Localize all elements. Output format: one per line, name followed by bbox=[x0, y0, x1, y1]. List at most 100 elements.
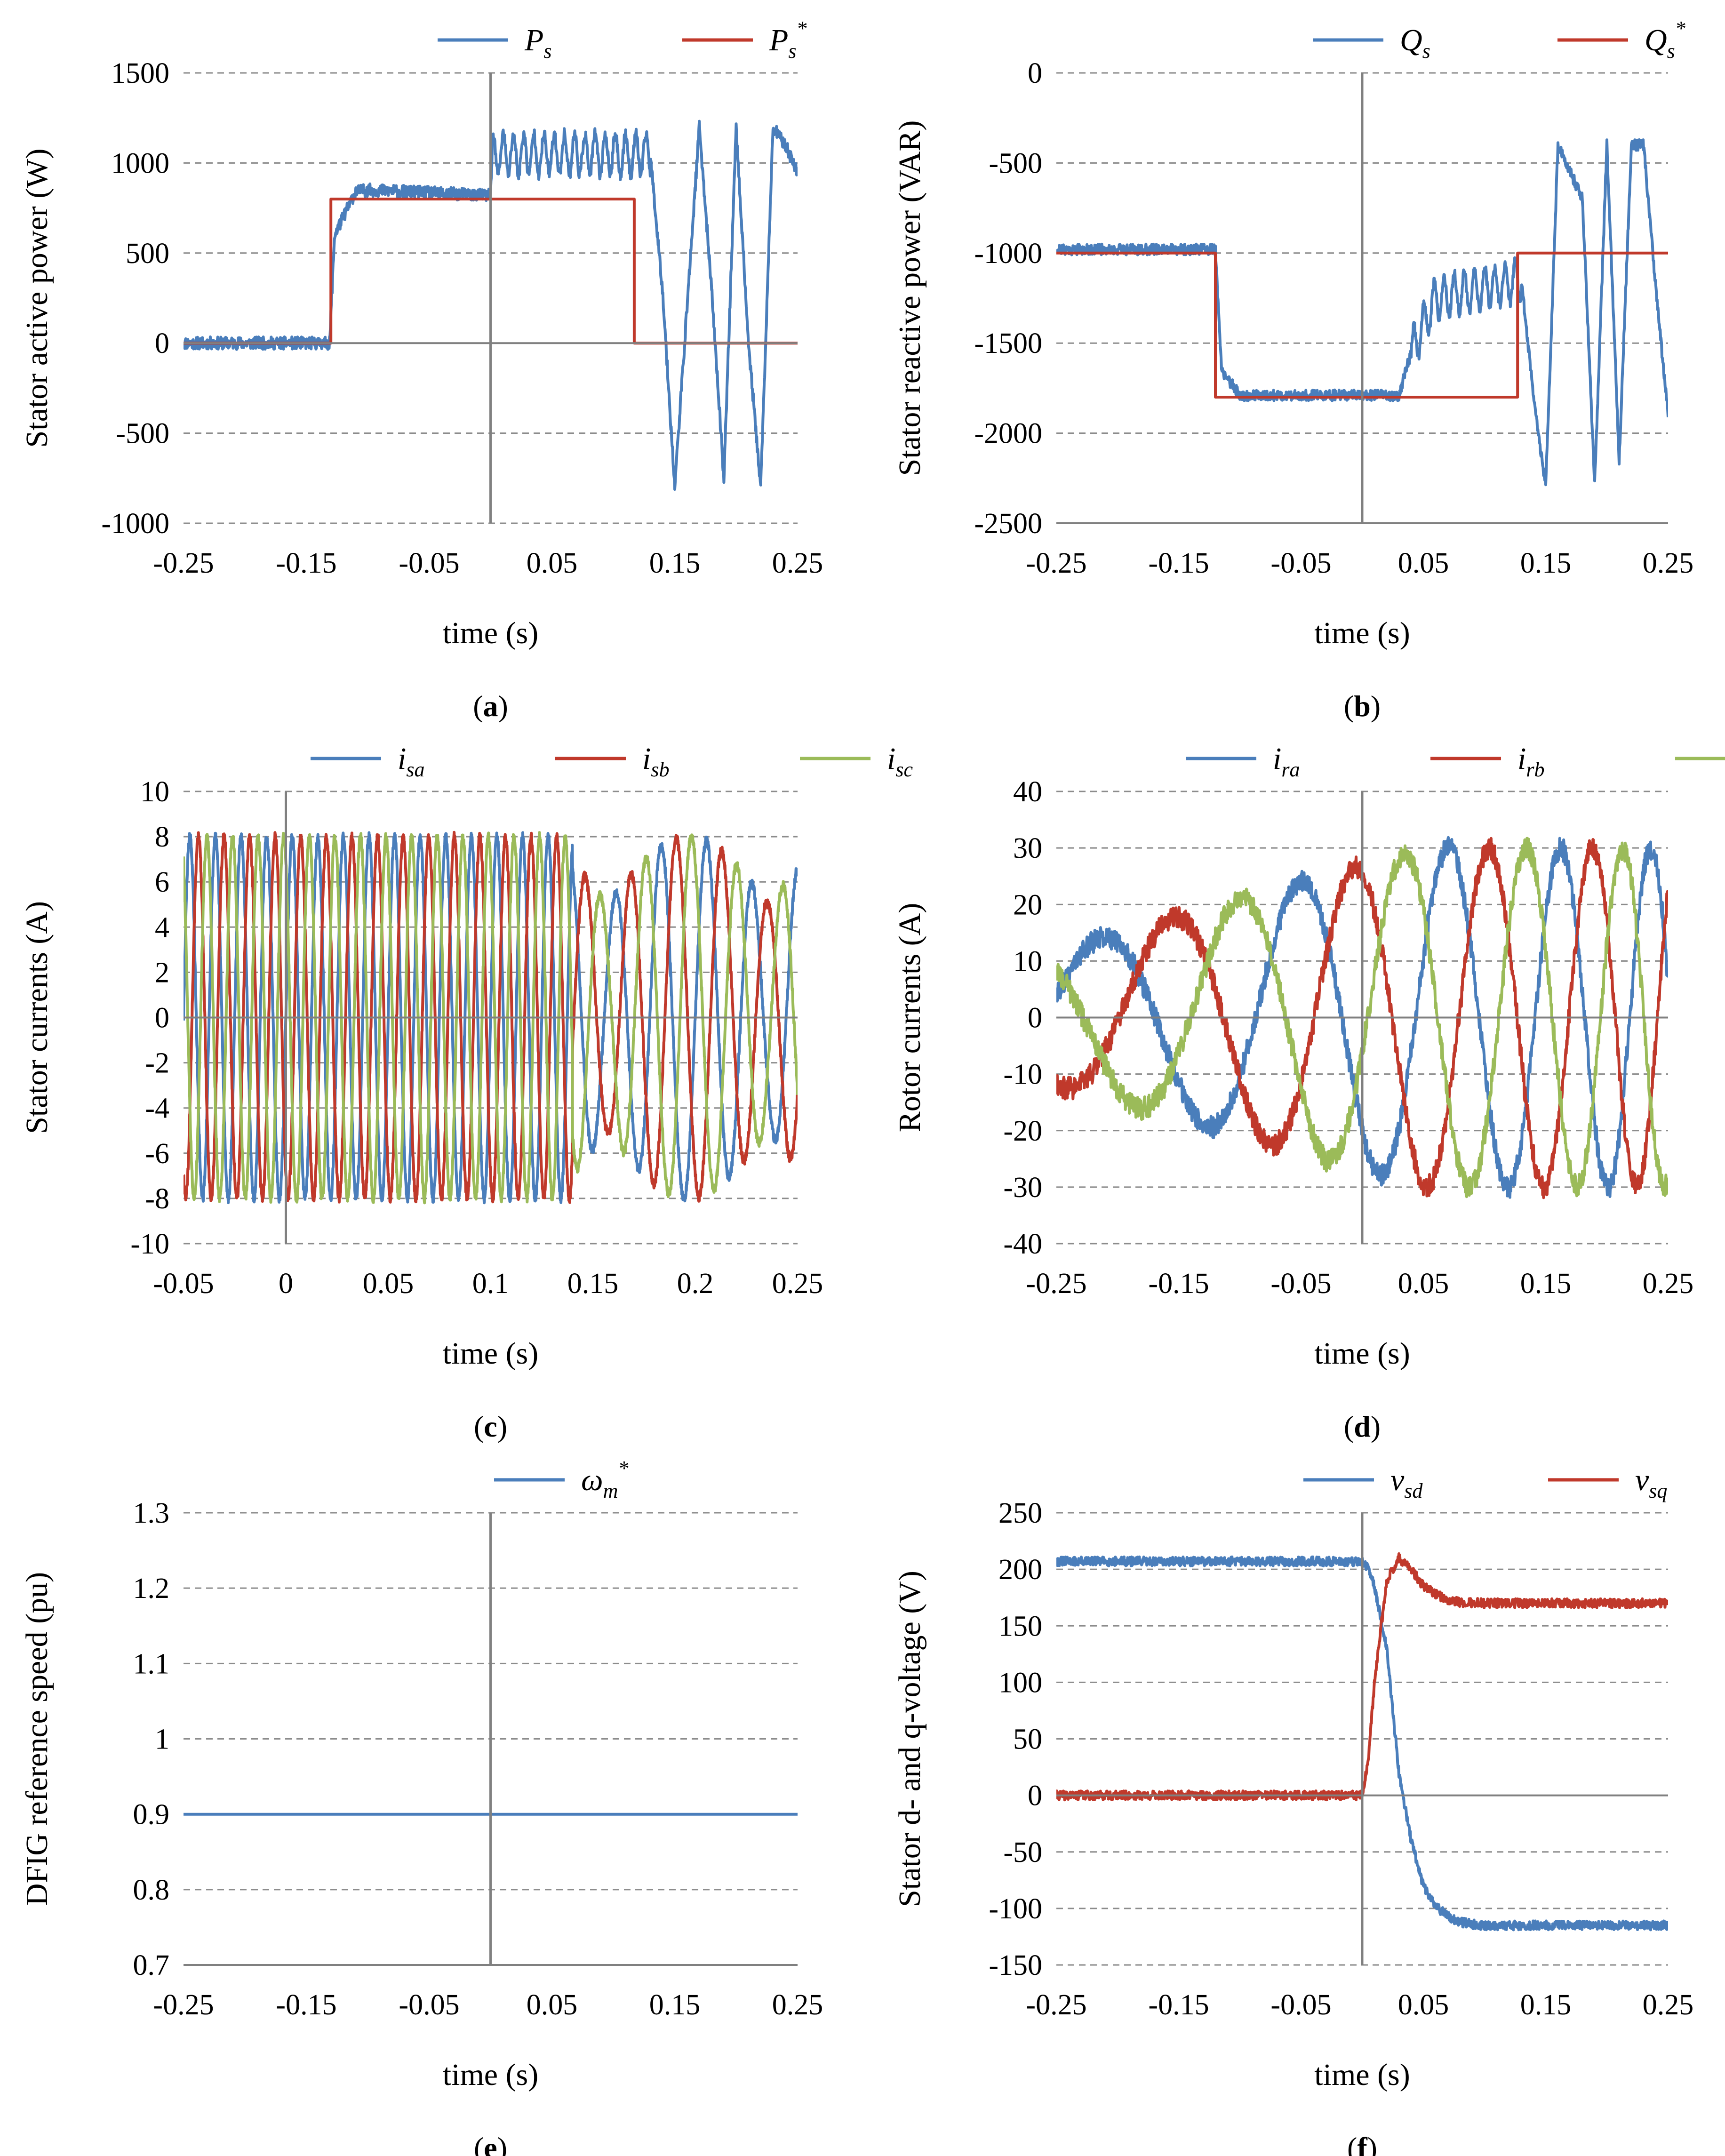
x-tick-label: -0.05 bbox=[153, 1268, 214, 1300]
y-tick-label: -2000 bbox=[974, 418, 1042, 450]
legend-entry: vsd bbox=[1303, 1463, 1423, 1502]
x-tick-label: -0.15 bbox=[1148, 1268, 1209, 1300]
y-tick-label: 0 bbox=[1028, 1002, 1042, 1034]
series-line-Qs* bbox=[1056, 251, 1668, 399]
x-axis-label: time (s) bbox=[443, 616, 538, 650]
chart-panel-a: -0.25 -0.15 -0.05 0.05 0.15 0.25 -1000 -500 0 500… bbox=[20, 17, 823, 723]
y-tick-label: 1 bbox=[155, 1724, 169, 1756]
y-tick-label: 10 bbox=[140, 776, 169, 808]
y-tick-label: 500 bbox=[126, 238, 169, 270]
x-tick-label: -0.25 bbox=[1026, 1989, 1086, 2021]
legend-label: ira bbox=[1273, 742, 1300, 781]
x-axis-label: time (s) bbox=[1314, 1336, 1410, 1371]
y-tick-label: 100 bbox=[998, 1667, 1042, 1699]
y-tick-label: 10 bbox=[1013, 945, 1042, 977]
panel-label: (d) bbox=[1344, 1410, 1381, 1443]
legend-entry: irb bbox=[1430, 742, 1544, 781]
x-tick-label: 0.05 bbox=[363, 1268, 414, 1300]
y-tick-label: 250 bbox=[998, 1497, 1042, 1529]
x-tick-label: 0.25 bbox=[1643, 547, 1694, 579]
y-tick-label: -50 bbox=[1003, 1837, 1042, 1869]
x-axis-label: time (s) bbox=[1314, 2058, 1410, 2092]
x-tick-label: -0.25 bbox=[1026, 1268, 1086, 1300]
x-tick-label: -0.15 bbox=[276, 1989, 336, 2021]
chart-panel-b: -0.25 -0.15 -0.05 0.05 0.15 0.25 -2500 -2000 -15… bbox=[893, 17, 1693, 723]
y-tick-label: -500 bbox=[989, 147, 1042, 179]
y-axis-label: Rotor currents (A) bbox=[893, 903, 927, 1133]
x-tick-label: -0.05 bbox=[399, 547, 459, 579]
x-tick-label: 0.15 bbox=[1520, 1268, 1572, 1300]
y-tick-label: -150 bbox=[989, 1949, 1042, 1981]
panel-label: (c) bbox=[474, 1410, 507, 1443]
x-tick-label: 0.05 bbox=[1398, 547, 1449, 579]
legend-label: isb bbox=[642, 742, 669, 781]
x-tick-label: 0.25 bbox=[772, 1989, 823, 2021]
x-tick-label: -0.25 bbox=[153, 547, 214, 579]
y-tick-label: 200 bbox=[998, 1554, 1042, 1586]
x-tick-label: 0.25 bbox=[772, 1268, 823, 1300]
y-tick-label: -2 bbox=[145, 1047, 169, 1079]
y-tick-label: -6 bbox=[145, 1138, 169, 1170]
y-tick-label: 1.3 bbox=[133, 1497, 170, 1529]
x-tick-label: 0.05 bbox=[1398, 1268, 1449, 1300]
y-axis-label: Stator currents (A) bbox=[20, 901, 54, 1134]
legend-entry: ωm* bbox=[494, 1457, 628, 1502]
x-tick-label: -0.05 bbox=[1270, 1268, 1331, 1300]
y-tick-label: 1.2 bbox=[133, 1573, 170, 1605]
y-axis-label: Stator reactive power (VAR) bbox=[893, 120, 927, 476]
y-axis-label: DFIG reference speed (pu) bbox=[20, 1572, 54, 1906]
x-tick-label: 0.05 bbox=[1398, 1989, 1449, 2021]
panel-label: (a) bbox=[473, 689, 508, 723]
x-tick-label: 0.1 bbox=[472, 1268, 509, 1300]
legend-label: isc bbox=[887, 742, 913, 781]
legend-label: Ps* bbox=[769, 17, 807, 63]
legend-label: Ps bbox=[524, 23, 551, 63]
x-tick-label: 0.25 bbox=[1643, 1268, 1694, 1300]
y-tick-label: 2 bbox=[155, 957, 169, 989]
y-tick-label: -2500 bbox=[974, 508, 1042, 540]
legend-label: isa bbox=[398, 742, 424, 781]
legend-label: irb bbox=[1517, 742, 1544, 781]
x-tick-label: -0.05 bbox=[1270, 547, 1331, 579]
x-tick-label: 0.15 bbox=[649, 1989, 701, 2021]
y-tick-label: 20 bbox=[1013, 889, 1042, 921]
legend-entry: Qs* bbox=[1557, 17, 1685, 63]
y-tick-label: -30 bbox=[1003, 1172, 1042, 1204]
y-tick-label: 8 bbox=[155, 821, 169, 853]
y-tick-label: 0.7 bbox=[133, 1949, 170, 1981]
x-tick-label: 0 bbox=[279, 1268, 293, 1300]
y-tick-label: 0 bbox=[1028, 57, 1042, 89]
x-axis-label: time (s) bbox=[1314, 616, 1410, 650]
x-tick-label: 0.15 bbox=[1520, 547, 1572, 579]
y-axis-label: Stator active power (W) bbox=[20, 149, 54, 448]
panel-label: (b) bbox=[1344, 689, 1381, 723]
y-tick-label: -1500 bbox=[974, 327, 1042, 359]
legend-label: Qs bbox=[1400, 23, 1430, 63]
y-tick-label: -1000 bbox=[974, 238, 1042, 270]
chart-panel-c: -0.05 0 0.05 0.1 0.15 0.2 0.25 -10 -8 -6 -4 -2 0 2 4 6 8… bbox=[20, 742, 913, 1443]
y-tick-label: -100 bbox=[989, 1893, 1042, 1925]
x-tick-label: -0.25 bbox=[153, 1989, 214, 2021]
x-tick-label: -0.15 bbox=[276, 547, 336, 579]
y-tick-label: -4 bbox=[145, 1093, 169, 1125]
y-tick-label: 6 bbox=[155, 866, 169, 898]
x-tick-label: 0.25 bbox=[1643, 1989, 1694, 2021]
y-tick-label: -20 bbox=[1003, 1115, 1042, 1147]
legend-entry: vsq bbox=[1548, 1463, 1667, 1502]
y-tick-label: 4 bbox=[155, 911, 169, 943]
legend-label: ωm* bbox=[581, 1457, 628, 1502]
y-tick-label: 0 bbox=[155, 1002, 169, 1034]
y-tick-label: 1000 bbox=[111, 147, 169, 179]
y-tick-label: 0 bbox=[1028, 1780, 1042, 1812]
x-tick-label: 0.15 bbox=[567, 1268, 619, 1300]
x-tick-label: 0.05 bbox=[527, 1989, 578, 2021]
legend-entry: Ps bbox=[438, 23, 551, 63]
x-tick-label: 0.15 bbox=[1520, 1989, 1572, 2021]
legend-entry: isa bbox=[311, 742, 424, 781]
x-tick-label: 0.25 bbox=[772, 547, 823, 579]
y-tick-label: 1500 bbox=[111, 57, 169, 89]
legend-label: Qs* bbox=[1645, 17, 1685, 63]
chart-panel-e: -0.25 -0.15 -0.05 0.05 0.15 0.25 0.7 0.8 0.9 1 1.1… bbox=[20, 1457, 823, 2156]
legend-entry: Qs bbox=[1313, 23, 1430, 63]
y-axis-label: Stator d- and q-voltage (V) bbox=[893, 1571, 927, 1907]
